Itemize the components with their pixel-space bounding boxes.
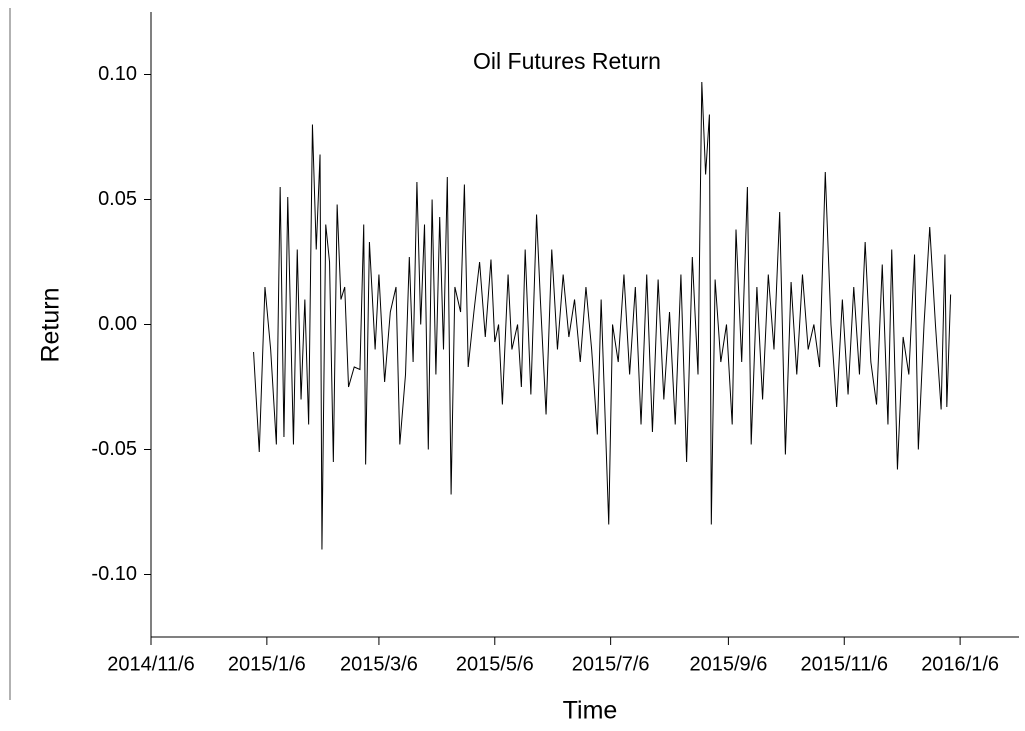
y-tick-label: 0.05 [98, 188, 137, 210]
x-tick-label: 2015/5/6 [456, 653, 534, 675]
x-tick-label: 2015/9/6 [689, 653, 767, 675]
data-line [253, 81, 952, 550]
y-tick-label: -0.05 [91, 438, 137, 460]
x-tick-label: 2015/1/6 [228, 653, 306, 675]
x-tick-label: 2015/3/6 [340, 653, 418, 675]
y-axis-label: Return [37, 287, 65, 362]
x-tick-label: 2016/1/6 [921, 653, 999, 675]
y-tick-label: 0.00 [98, 313, 137, 335]
chart-title: Oil Futures Return [473, 48, 661, 74]
x-tick-label: 2014/11/6 [107, 653, 195, 675]
y-tick-label: -0.10 [91, 563, 137, 585]
y-tick-label: 0.10 [98, 63, 137, 85]
x-tick-label: 2015/7/6 [572, 653, 650, 675]
x-axis-label: Time [563, 697, 618, 725]
x-tick-label: 2015/11/6 [801, 653, 889, 675]
